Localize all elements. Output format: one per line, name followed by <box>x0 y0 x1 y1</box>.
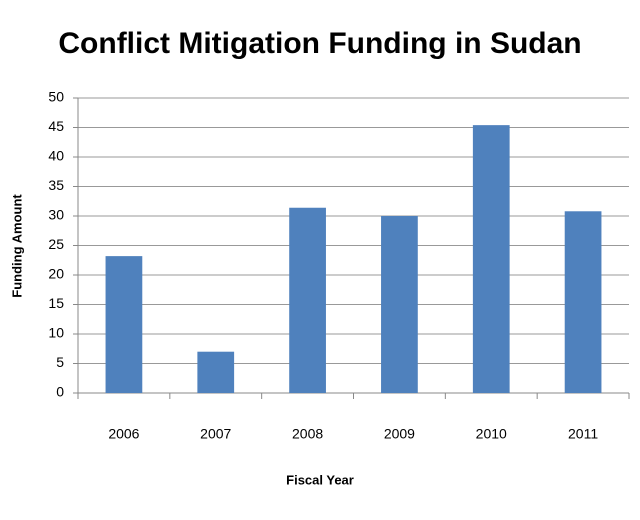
x-tick-label: 2009 <box>384 426 415 442</box>
x-tick-label: 2007 <box>200 426 231 442</box>
bar <box>472 125 510 393</box>
bar <box>289 207 326 393</box>
x-tick-label: 2008 <box>292 426 323 442</box>
y-tick-label: 40 <box>48 148 64 164</box>
bar <box>564 211 602 393</box>
y-tick-label: 15 <box>48 295 64 311</box>
y-tick-label: 20 <box>48 266 64 282</box>
x-tick-label: 2006 <box>108 426 139 442</box>
y-tick-label: 10 <box>48 325 64 341</box>
y-tick-label: 45 <box>48 118 64 134</box>
x-axis-title: Fiscal Year <box>286 472 354 487</box>
bar <box>197 351 235 393</box>
y-tick-label: 30 <box>48 207 64 223</box>
y-tick-label: 35 <box>48 177 64 193</box>
bar <box>105 256 143 393</box>
y-tick-label: 50 <box>48 89 64 105</box>
y-tick-label: 5 <box>56 354 64 370</box>
y-tick-label: 0 <box>56 384 64 400</box>
x-tick-label: 2011 <box>568 426 598 442</box>
y-axis-title: Funding Amount <box>9 194 24 298</box>
bar <box>381 216 418 393</box>
y-tick-label: 25 <box>48 236 64 252</box>
chart-title: Conflict Mitigation Funding in Sudan <box>58 27 581 60</box>
x-tick-label: 2010 <box>476 426 507 442</box>
